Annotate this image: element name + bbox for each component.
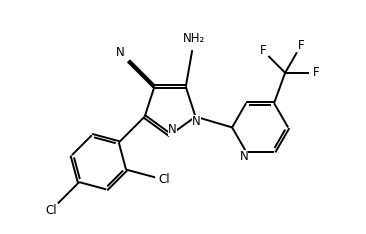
Text: N: N <box>240 150 248 163</box>
Text: F: F <box>313 66 320 79</box>
Text: Cl: Cl <box>45 204 57 217</box>
Text: N: N <box>192 115 201 128</box>
Text: N: N <box>168 123 177 136</box>
Text: N: N <box>116 46 124 59</box>
Text: Cl: Cl <box>158 173 170 186</box>
Text: F: F <box>259 44 266 57</box>
Text: NH₂: NH₂ <box>183 32 206 45</box>
Text: F: F <box>298 39 304 52</box>
